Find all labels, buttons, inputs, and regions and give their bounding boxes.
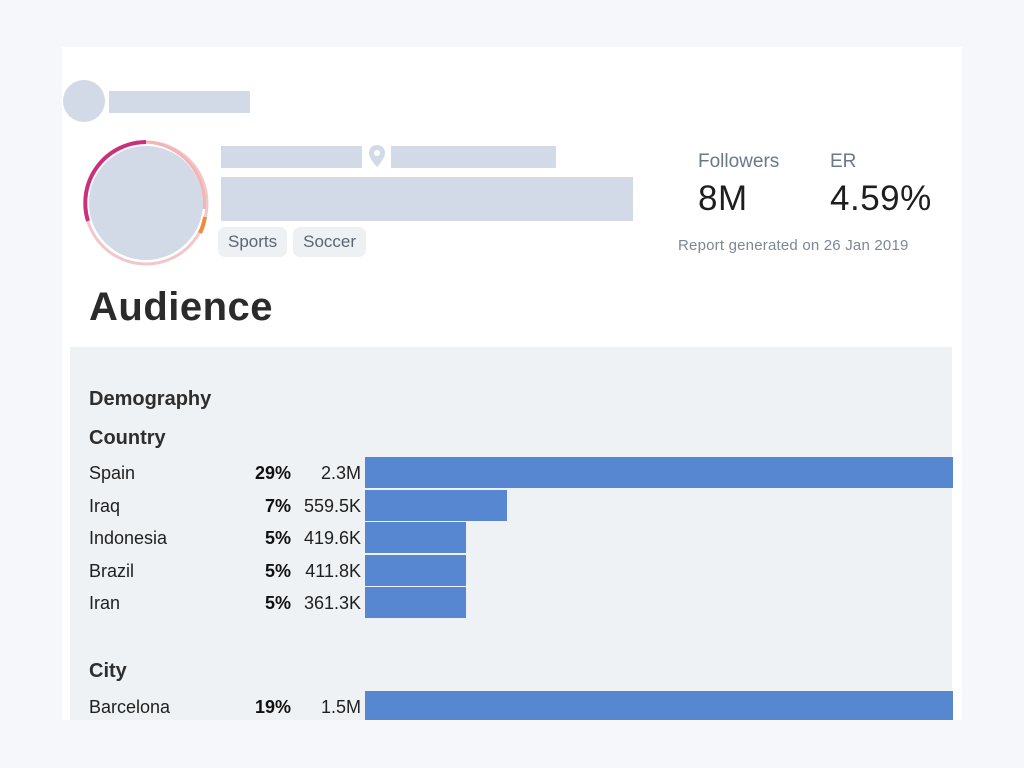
- city-percent: 19%: [254, 697, 291, 717]
- influencer-report-card: Sports Soccer Followers 8M ER 4.59% Repo…: [62, 47, 962, 720]
- location-placeholder: [391, 146, 556, 168]
- location-pin-icon: [369, 145, 385, 167]
- followers-label: Followers: [698, 151, 780, 172]
- profile-avatar[interactable]: [82, 139, 210, 267]
- er-value: 4.59%: [830, 179, 932, 218]
- country-row: Iran 5% 361.3K: [89, 587, 934, 619]
- country-name: Spain: [89, 463, 136, 483]
- country-row: Iraq 7% 559.5K: [89, 489, 934, 522]
- country-name: Iran: [89, 593, 121, 613]
- country-percent: 5%: [264, 560, 291, 581]
- country-count: 2.3M: [320, 463, 361, 483]
- country-name: Brazil: [89, 560, 135, 581]
- country-share-bar: [365, 489, 507, 521]
- country-percent: 5%: [264, 528, 291, 548]
- city-count: 1.5M: [320, 697, 361, 717]
- demography-heading: Demography: [89, 388, 212, 410]
- country-row: Indonesia 5% 419.6K: [89, 522, 934, 554]
- category-tags: Sports Soccer: [218, 227, 367, 257]
- engagement-rate-stat: ER 4.59%: [830, 151, 932, 219]
- avatar-ring-graphic: [83, 140, 209, 266]
- country-heading: Country: [89, 427, 166, 449]
- country-share-bar: [365, 587, 466, 618]
- tag-sports[interactable]: Sports: [218, 227, 288, 257]
- country-share-bar: [365, 457, 953, 488]
- country-percent: 7%: [264, 495, 291, 516]
- country-name: Iraq: [89, 495, 121, 516]
- bio-placeholder: [221, 177, 633, 221]
- country-count: 361.3K: [303, 593, 361, 613]
- country-percent: 29%: [254, 463, 291, 483]
- audience-title: Audience: [89, 285, 274, 329]
- city-share-bar: [365, 691, 953, 720]
- country-share-bar: [365, 554, 466, 586]
- country-count: 419.6K: [303, 528, 361, 548]
- country-count: 559.5K: [303, 495, 361, 516]
- username-placeholder: [109, 91, 250, 113]
- country-percent: 5%: [264, 593, 291, 613]
- report-generated-text: Report generated on 26 Jan 2019: [678, 237, 909, 254]
- demography-panel: Demography Country Spain 29% 2.3M Iraq 7% 559…: [70, 347, 953, 720]
- city-name: Barcelona: [89, 697, 171, 717]
- city-heading: City: [89, 660, 127, 682]
- city-row: Barcelona 19% 1.5M: [89, 691, 953, 720]
- country-share-bar: [365, 522, 466, 553]
- country-row: Brazil 5% 411.8K: [89, 554, 934, 587]
- avatar-image-placeholder: [89, 146, 203, 260]
- followers-stat: Followers 8M: [698, 151, 779, 219]
- country-name: Indonesia: [89, 528, 168, 548]
- country-count: 411.8K: [305, 560, 361, 581]
- er-label: ER: [830, 151, 857, 172]
- tag-soccer[interactable]: Soccer: [293, 227, 367, 257]
- display-name-placeholder: [221, 146, 362, 168]
- country-row: Spain 29% 2.3M: [89, 457, 953, 489]
- followers-value: 8M: [698, 179, 748, 218]
- small-avatar-placeholder: [63, 80, 105, 122]
